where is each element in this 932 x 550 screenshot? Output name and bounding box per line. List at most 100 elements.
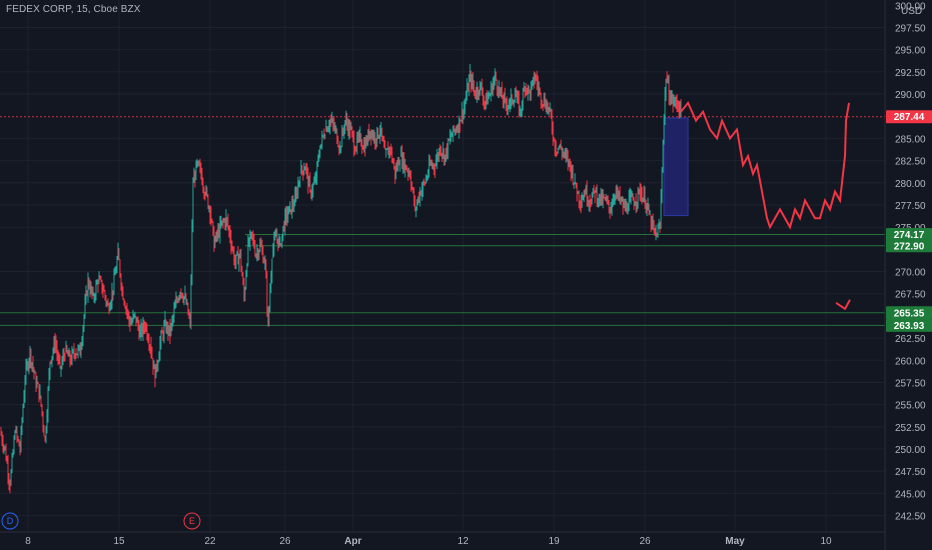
- candle-body: [323, 135, 325, 138]
- candle-body: [109, 306, 111, 311]
- y-tick-label: 242.50: [895, 512, 926, 523]
- candle-body: [194, 175, 196, 180]
- candle-body: [615, 191, 617, 193]
- candle-body: [401, 152, 403, 167]
- candle-body: [511, 94, 513, 103]
- price-tag-label: 265.35: [894, 308, 925, 319]
- candle-body: [277, 238, 279, 247]
- candle-body: [424, 182, 426, 184]
- candle-body: [617, 189, 619, 197]
- candle-body: [458, 118, 460, 132]
- x-tick-label: 12: [457, 536, 469, 547]
- candle-body: [233, 250, 235, 262]
- symbol-title[interactable]: FEDEX CORP, 15, Cboe BZX: [6, 4, 141, 15]
- candle-body: [282, 226, 284, 235]
- candle-body: [119, 260, 121, 276]
- candle-body: [679, 102, 681, 114]
- candle-body: [578, 191, 580, 203]
- candle-body: [37, 382, 39, 384]
- candle-body: [649, 213, 651, 215]
- candle-body: [263, 262, 265, 264]
- candle-body: [186, 302, 188, 304]
- candle-body: [274, 236, 276, 239]
- candle-body: [666, 76, 668, 83]
- candle-body: [50, 360, 52, 363]
- candle-body: [608, 201, 610, 208]
- candle-body: [373, 134, 375, 139]
- candle-body: [286, 210, 288, 219]
- candle-body: [95, 284, 97, 297]
- candle-body: [510, 94, 512, 103]
- candle-body: [355, 147, 357, 150]
- candle-body: [386, 148, 388, 150]
- candle-body: [52, 350, 54, 356]
- candle-body: [334, 126, 336, 129]
- candle-body: [566, 154, 568, 156]
- candle-body: [65, 346, 67, 352]
- price-tag-label: 287.44: [894, 112, 925, 123]
- candle-body: [0, 431, 2, 435]
- candle-body: [410, 173, 412, 187]
- candle-body: [465, 97, 467, 103]
- candle-body: [442, 149, 444, 155]
- candle-body: [652, 218, 654, 226]
- candle-body: [9, 482, 11, 489]
- candle-body: [492, 83, 494, 94]
- candle-body: [156, 363, 158, 368]
- candle-body: [659, 225, 661, 227]
- candle-body: [346, 118, 348, 125]
- candle-body: [356, 136, 358, 150]
- candle-body: [440, 147, 442, 154]
- candle-body: [354, 150, 356, 154]
- time-axis[interactable]: 8 15 22 26 Apr 12 19 26 May 10: [25, 536, 832, 547]
- candle-body: [633, 200, 635, 206]
- candle-body: [557, 147, 559, 153]
- price-tag: 263.93: [886, 318, 932, 332]
- price-tag-bg: [886, 306, 932, 320]
- candle-body: [43, 426, 45, 437]
- candle-body: [13, 438, 15, 452]
- candle-body: [639, 189, 641, 197]
- candle-body: [514, 95, 516, 102]
- candle-body: [446, 148, 448, 155]
- price-tag-bg: [886, 110, 932, 124]
- candle-body: [70, 360, 72, 363]
- candle-body: [131, 321, 133, 324]
- y-tick-label: 255.00: [895, 401, 926, 412]
- candle-body: [529, 90, 531, 99]
- candle-body: [584, 194, 586, 197]
- candle-body: [535, 76, 537, 78]
- candle-body: [477, 88, 479, 94]
- candle-body: [311, 191, 313, 195]
- candle-body: [464, 102, 466, 107]
- candle-body: [496, 80, 498, 90]
- candle-body: [77, 347, 79, 354]
- candle-body: [427, 173, 429, 178]
- candle-body: [575, 182, 577, 187]
- candle-body: [78, 345, 80, 348]
- candle-body: [357, 136, 359, 139]
- candle-body: [512, 102, 514, 104]
- candle-body: [371, 132, 373, 138]
- candle-body: [611, 206, 613, 209]
- candle-body: [347, 124, 349, 133]
- candle-body: [517, 95, 519, 98]
- candle-body: [648, 204, 650, 215]
- candle-body: [212, 221, 214, 230]
- candle-body: [515, 94, 517, 98]
- candle-body: [661, 170, 663, 197]
- candle-body: [168, 325, 170, 334]
- candle-body: [547, 104, 549, 111]
- candle-body: [473, 86, 475, 91]
- candle-body: [166, 324, 168, 332]
- candle-body: [598, 193, 600, 202]
- candle-body: [605, 198, 607, 201]
- candle-body: [327, 128, 329, 132]
- candle-body: [189, 317, 191, 321]
- candle-body: [110, 302, 112, 307]
- candle-body: [419, 191, 421, 201]
- candle-body: [231, 247, 233, 249]
